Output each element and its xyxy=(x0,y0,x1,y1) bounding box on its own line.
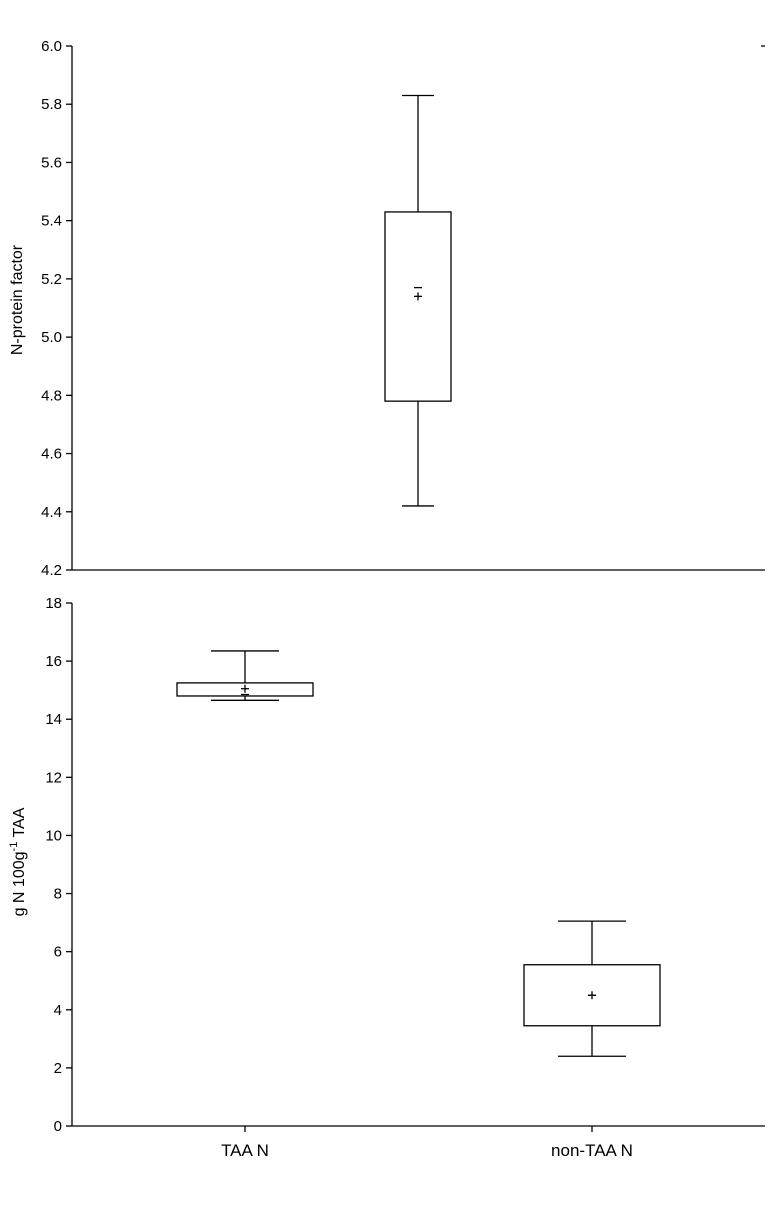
x-category-label: TAA N xyxy=(221,1141,269,1160)
box-body xyxy=(523,964,661,1027)
y-tick-label: 5.6 xyxy=(41,154,62,171)
box-taa-n xyxy=(176,650,314,701)
y-axis-title-base: g N 100g xyxy=(11,851,28,916)
y-tick-label: 4 xyxy=(54,1002,62,1019)
y-tick-label: 16 xyxy=(45,653,62,670)
y-tick-label: 8 xyxy=(54,886,62,903)
top-panel: 4.2 4.4 4.6 4.8 5.0 5.2 5.4 5.6 5.8 6.0 N-protein … xyxy=(9,38,765,579)
y-axis-title-superscript: -1 xyxy=(8,842,20,852)
box-body xyxy=(384,211,452,402)
x-category-label: non-TAA N xyxy=(551,1141,633,1160)
y-axis-title: N-protein factor xyxy=(9,244,26,355)
y-tick-label: 6 xyxy=(54,944,62,961)
y-tick-label: 5.8 xyxy=(41,96,62,113)
y-tick-label: 5.4 xyxy=(41,213,62,230)
y-tick-label: 12 xyxy=(45,769,62,786)
y-tick-label: 14 xyxy=(45,711,62,728)
y-tick-label: 4.4 xyxy=(41,504,62,521)
y-tick-label: 5.2 xyxy=(41,271,62,288)
y-axis-title-tail: TAA xyxy=(11,807,28,841)
y-tick-label: 0 xyxy=(54,1118,62,1135)
bottom-panel: 0 2 4 6 8 10 12 14 16 18 g N 100g-1 TAA TAA N non-TA… xyxy=(8,595,765,1160)
y-tick-label: 18 xyxy=(45,595,62,612)
y-tick-label: 10 xyxy=(45,827,62,844)
y-tick-label: 6.0 xyxy=(41,38,62,55)
y-tick-label: 5.0 xyxy=(41,329,62,346)
box-body xyxy=(176,682,314,697)
y-tick-label: 4.6 xyxy=(41,446,62,463)
box-non-taa-n xyxy=(523,920,661,1057)
y-tick-label: 4.8 xyxy=(41,387,62,404)
y-tick-label: 2 xyxy=(54,1060,62,1077)
box-factor xyxy=(384,94,452,507)
y-tick-label: 4.2 xyxy=(41,562,62,579)
y-axis-title: g N 100g-1 TAA xyxy=(8,807,28,916)
